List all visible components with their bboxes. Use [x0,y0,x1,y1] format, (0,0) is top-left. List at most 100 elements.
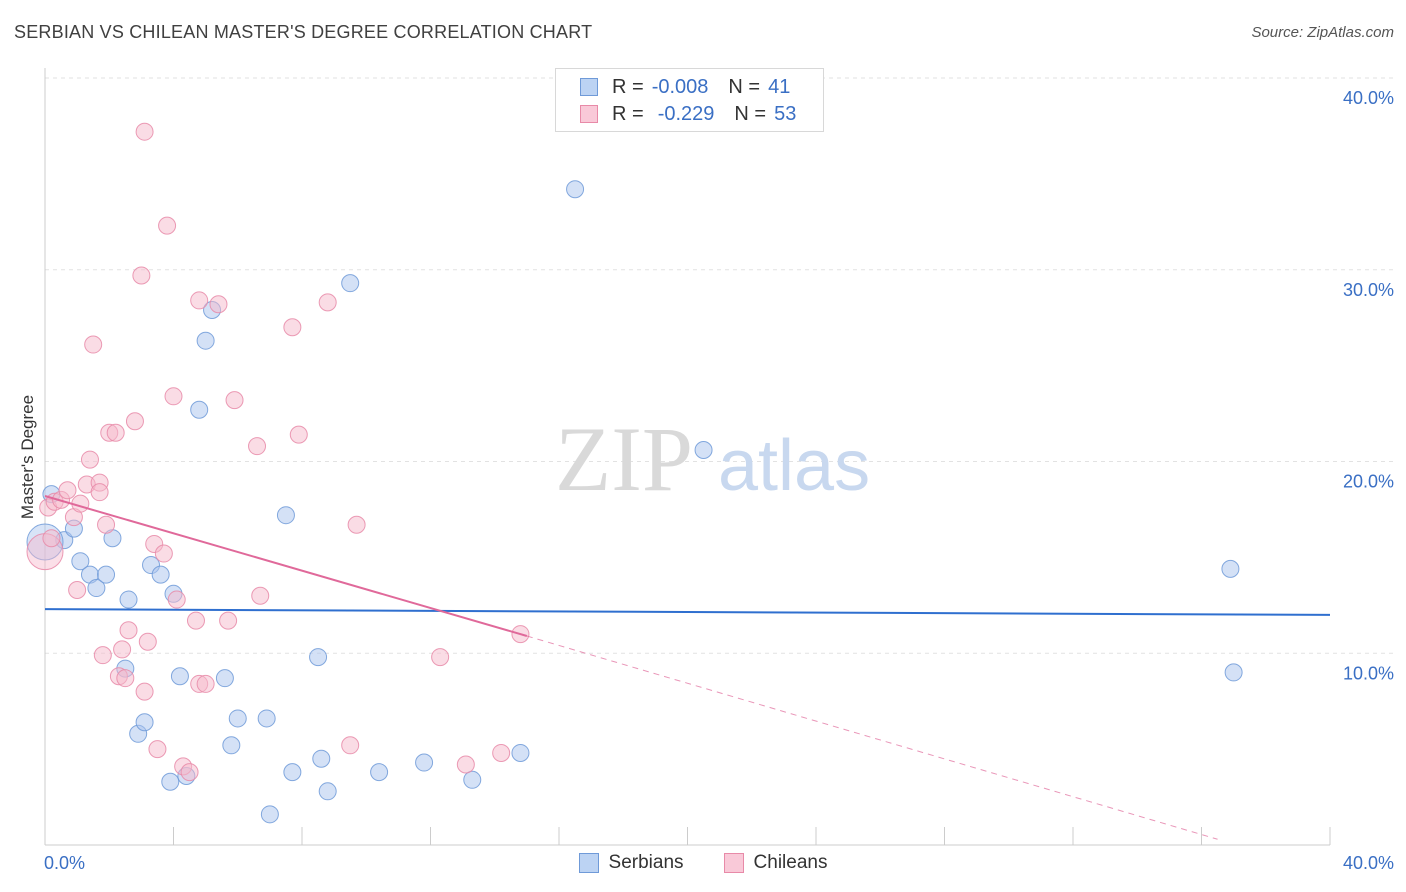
serbians-point [257,709,276,728]
serbians-point [151,565,170,584]
chileans-trend-line [44,495,528,637]
legend-r-value: -0.229 [657,102,715,125]
serbians-point [463,770,482,789]
serbians-point [97,565,116,584]
serbians-points [26,180,1243,824]
serbians-swatch [580,78,598,96]
chileans-point [90,483,109,502]
watermark: ZIP atlas [555,408,870,510]
chileans-point [154,544,173,563]
serbians-point [196,331,215,350]
serbians-point [312,749,331,768]
chileans-point [119,621,138,640]
chileans-point [431,648,450,667]
chileans-points [26,122,530,782]
chileans-point [283,318,302,337]
chileans-point [248,437,267,456]
legend-row-serbians: R = -0.008 N = 41 [580,74,790,100]
axes [44,68,1331,846]
legend-row-chileans: R = -0.229 N = 53 [580,101,796,127]
y-tick-label: 40.0% [1343,88,1394,108]
chileans-swatch [580,105,598,123]
legend-label-serbians: Serbians [608,852,684,873]
chileans-point [186,611,205,630]
chileans-point [58,481,77,500]
serbians-point [222,736,241,755]
serbians-point [309,648,328,667]
serbians-point [1221,559,1240,578]
legend-r-label: R = [612,102,644,125]
chileans-point [148,740,167,759]
chileans-point [180,763,199,782]
serbians-point [276,506,295,525]
legend-n-label: N = [728,75,761,98]
chileans-point [492,743,511,762]
y-tick-label: 30.0% [1343,280,1394,300]
legend-label-chileans: Chileans [753,852,828,873]
chileans-point [289,425,308,444]
y-tick-label: 10.0% [1343,663,1394,683]
grid-lines [45,77,1395,654]
watermark-atlas: atlas [718,426,870,506]
legend-r-label: R = [612,75,644,98]
legend-item-serbians[interactable]: Serbians [578,852,684,874]
chileans-point [116,669,135,688]
chileans-point [125,412,144,431]
chileans-point [80,450,99,469]
chileans-point [318,293,337,312]
x-tick-label: 40.0% [1343,853,1394,873]
serbians-point [566,180,585,199]
chileans-point [251,586,270,605]
legend-r-value: -0.008 [651,75,709,98]
legend-n-label: N = [734,102,767,125]
serbians-point [71,552,90,571]
serbians-point [1224,663,1243,682]
y-tick-label: 20.0% [1343,472,1394,492]
serbians-point [135,713,154,732]
chileans-point [225,391,244,410]
serbians-point [370,763,389,782]
chileans-point [456,755,475,774]
serbians-point [161,772,180,791]
trend-lines [44,495,1331,840]
chileans-point [167,590,186,609]
serbians-point [170,667,189,686]
legend-item-chileans[interactable]: Chileans [723,852,828,874]
chileans-point [138,632,157,651]
serbians-point [415,753,434,772]
watermark-zip: ZIP [555,408,693,510]
chileans-point [68,580,87,599]
chileans-point [135,682,154,701]
chileans-point [97,515,116,534]
correlation-legend: R = -0.008 N = 41 R = -0.229 N = 53 [555,68,824,132]
serbians-point [215,669,234,688]
chileans-point [196,674,215,693]
chileans-point [42,529,61,548]
chileans-point [164,387,183,406]
serbians-trend-line [44,608,1331,616]
x-tick-label: 0.0% [44,853,85,873]
serbians-point [694,440,713,459]
chileans-point [347,515,366,534]
source-credit: Source: ZipAtlas.com [1251,24,1394,41]
serbians-point [260,805,279,824]
serbians-point [283,763,302,782]
serbians-point [511,743,530,762]
chileans-point [113,640,132,659]
chileans-point [209,295,228,314]
chileans-point [106,423,125,442]
chileans-point [341,736,360,755]
serbians-point [228,709,247,728]
chileans-point [93,646,112,665]
serbians-point [119,590,138,609]
chileans-trend-extension [526,635,1218,840]
serbians-point [318,782,337,801]
chileans-swatch [723,853,744,873]
serbians-point [87,579,106,598]
serbians-swatch [578,853,599,873]
chileans-point [132,266,151,285]
chileans-point [135,122,154,141]
legend-n-value: 41 [768,75,791,98]
series-legend: Serbians Chileans [0,852,1406,874]
